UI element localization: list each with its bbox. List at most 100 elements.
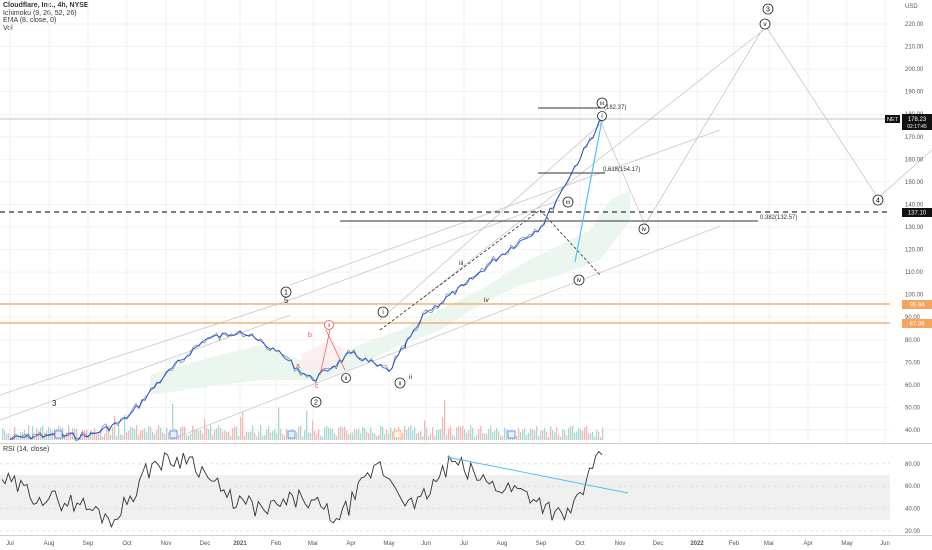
indicator-ema[interactable]: EMA (8, close, 0) [3,17,57,24]
x-tick-label: Jun [880,541,890,547]
price-axis[interactable]: 40.00 50.00 60.00 70.00 80.00 90.00 100.00 110.… [905,22,924,434]
volume-bar [462,425,464,440]
volume-bar [582,430,584,440]
volume-bar [282,433,284,440]
volume-bar [264,434,266,440]
volume-bar [484,433,486,440]
x-tick-label: Aug [44,541,55,547]
svg-text:i: i [382,310,383,316]
rsi-axis[interactable]: 20.00 40.00 60.00 80.00 [905,462,921,535]
channel-line-steep-2 [419,24,771,301]
indicator-vol[interactable]: Vol [3,24,13,32]
rsi-pane[interactable]: 20.00 40.00 60.00 80.00 [0,443,932,535]
dashed-line-up [379,209,541,331]
x-tick-label: Jun [421,541,431,547]
rsi-gridlines [0,463,890,532]
wave-label-ii: ii [409,374,412,381]
volume-bar [532,429,534,440]
volume-bar [276,433,278,440]
volume-bar [584,427,586,440]
volume-bar [402,432,404,440]
volume-bar [364,427,366,440]
volume-bar [558,434,560,440]
volume-bar [234,426,236,440]
price-chart[interactable]: (182.37) 0.618(154.17) 0.382(132.57) 3 v… [0,0,932,443]
volume-bar [358,428,360,440]
volume-bar [536,426,538,440]
svg-text:137.10: 137.10 [908,211,927,217]
volume-bar [424,420,426,440]
svg-text:i: i [601,114,602,120]
x-tick-label: Apr [803,541,812,547]
volume-bar [214,429,216,440]
badge-net[interactable]: NET 178.23 02:17:45 [885,114,932,130]
arrow-a [319,329,331,376]
volume-bar [256,436,258,440]
volume-bar [26,433,28,440]
vertical-gridlines [9,0,886,443]
volume-bar [300,425,302,440]
volume-bar [80,434,82,440]
volume-bar [486,433,488,440]
wave-label-c: c [315,383,319,390]
badge-level-87[interactable]: 87.38 [902,319,932,328]
volume-bar [296,431,298,440]
volume-bar [520,431,522,440]
volume-bar [564,430,566,440]
volume-bar [376,436,378,440]
volume-bar [498,431,500,440]
event-marker-e4[interactable] [507,430,516,439]
event-marker-e2[interactable] [169,430,178,439]
volume-bar [34,436,36,440]
volume-bar [494,430,496,440]
volume-bar [222,431,224,440]
volume-bar [378,435,380,440]
volume-bar [548,436,550,440]
volume-bar [322,436,324,440]
event-marker-e1[interactable] [54,430,63,439]
volume-bar [384,434,386,440]
volume-bar [208,429,210,440]
volume-bar [230,436,232,440]
indicator-ichimoku[interactable]: Ichimoku (9, 26, 52, 26) [3,9,77,17]
y-tick-label: 210.00 [905,45,924,51]
wave-label-circle-ii-left: ii [341,373,351,383]
volume-bar [4,430,6,440]
volume-bar [48,427,50,440]
event-marker-d[interactable] [393,430,402,439]
event-marker-e3[interactable] [287,430,296,439]
volume-bar [118,425,120,440]
volume-bar [76,428,78,440]
volume-bar [434,435,436,440]
volume-bar [284,435,286,440]
x-tick-label: Mar [308,541,318,547]
volume-bar [522,429,524,440]
badge-level-137[interactable]: 137.10 [902,208,932,217]
volume-bar [204,418,206,440]
volume-bar [326,425,328,440]
volume-bar [202,433,204,440]
volume-bar [404,425,406,440]
event-markers[interactable] [54,430,516,439]
y-tick-label: 70.00 [905,360,921,366]
badge-level-95[interactable]: 95.94 [902,300,932,309]
volume-bar [524,428,526,440]
volume-bar [324,427,326,440]
volume-bar [168,432,170,440]
volume-bar [114,415,116,440]
volume-bar [82,430,84,440]
volume-bar [506,428,508,440]
volume-bar [448,428,450,440]
volume-bar [188,435,190,440]
x-tick-label: Apr [346,541,355,547]
time-axis[interactable]: Jul Aug Sep Oct Nov Dec 2021 Feb Mar Apr May Jun Jul… [0,535,932,550]
y-tick-label: 220.00 [905,22,924,28]
rsi-legend[interactable]: RSI (14, close) [3,446,50,453]
volume-bar [454,436,456,440]
volume-bar [280,428,282,440]
volume-bar [382,427,384,440]
volume-bar [540,431,542,440]
volume-bar [460,427,462,440]
rsi-line[interactable] [1,450,603,529]
volume-bar [316,434,318,440]
